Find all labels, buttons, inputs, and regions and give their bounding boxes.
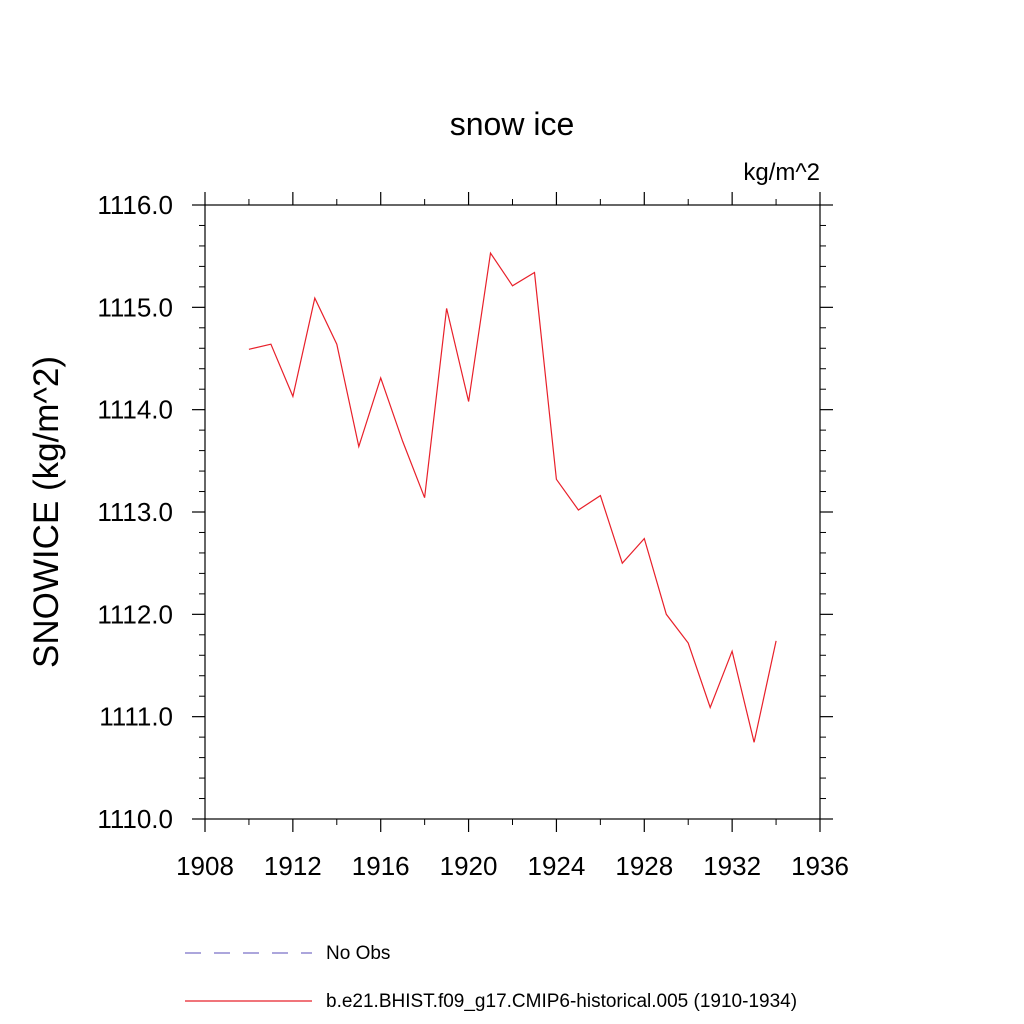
x-tick-label: 1928	[615, 851, 673, 881]
y-tick-label: 1115.0	[97, 292, 173, 322]
units-label: kg/m^2	[743, 159, 820, 186]
x-tick-label: 1912	[264, 851, 322, 881]
legend: No Obs b.e21.BHIST.f09_g17.CMIP6-histori…	[185, 943, 797, 1012]
x-tick-label: 1932	[703, 851, 761, 881]
x-tick-label: 1924	[528, 851, 586, 881]
y-axis-label: SNOWICE (kg/m^2)	[27, 356, 66, 668]
series-line-1	[248, 251, 777, 743]
y-tick-label: 1113.0	[97, 497, 173, 527]
x-tick-label: 1908	[176, 851, 234, 881]
y-tick-label: 1116.0	[97, 190, 173, 220]
x-tick-label: 1936	[791, 851, 849, 881]
y-tick-label: 1111.0	[99, 702, 173, 732]
legend-label-no-obs: No Obs	[326, 943, 390, 964]
y-axis: 1110.0 1111.0 1112.0 1113.0 1114.0 1115.0 1116…	[97, 190, 833, 834]
plot-series	[248, 251, 777, 743]
plot-frame	[204, 204, 821, 820]
y-tick-label: 1112.0	[97, 599, 173, 629]
x-tick-label: 1916	[352, 851, 410, 881]
chart-title: snow ice	[450, 106, 575, 142]
x-tick-label: 1920	[440, 851, 498, 881]
legend-label-model-run: b.e21.BHIST.f09_g17.CMIP6-historical.005…	[326, 991, 797, 1012]
plot-border	[204, 204, 821, 820]
y-tick-label: 1114.0	[97, 395, 173, 425]
y-tick-label: 1110.0	[97, 804, 173, 834]
x-axis: 1908 1912 1916 1920 1924 1928 1932 1936	[176, 192, 849, 881]
